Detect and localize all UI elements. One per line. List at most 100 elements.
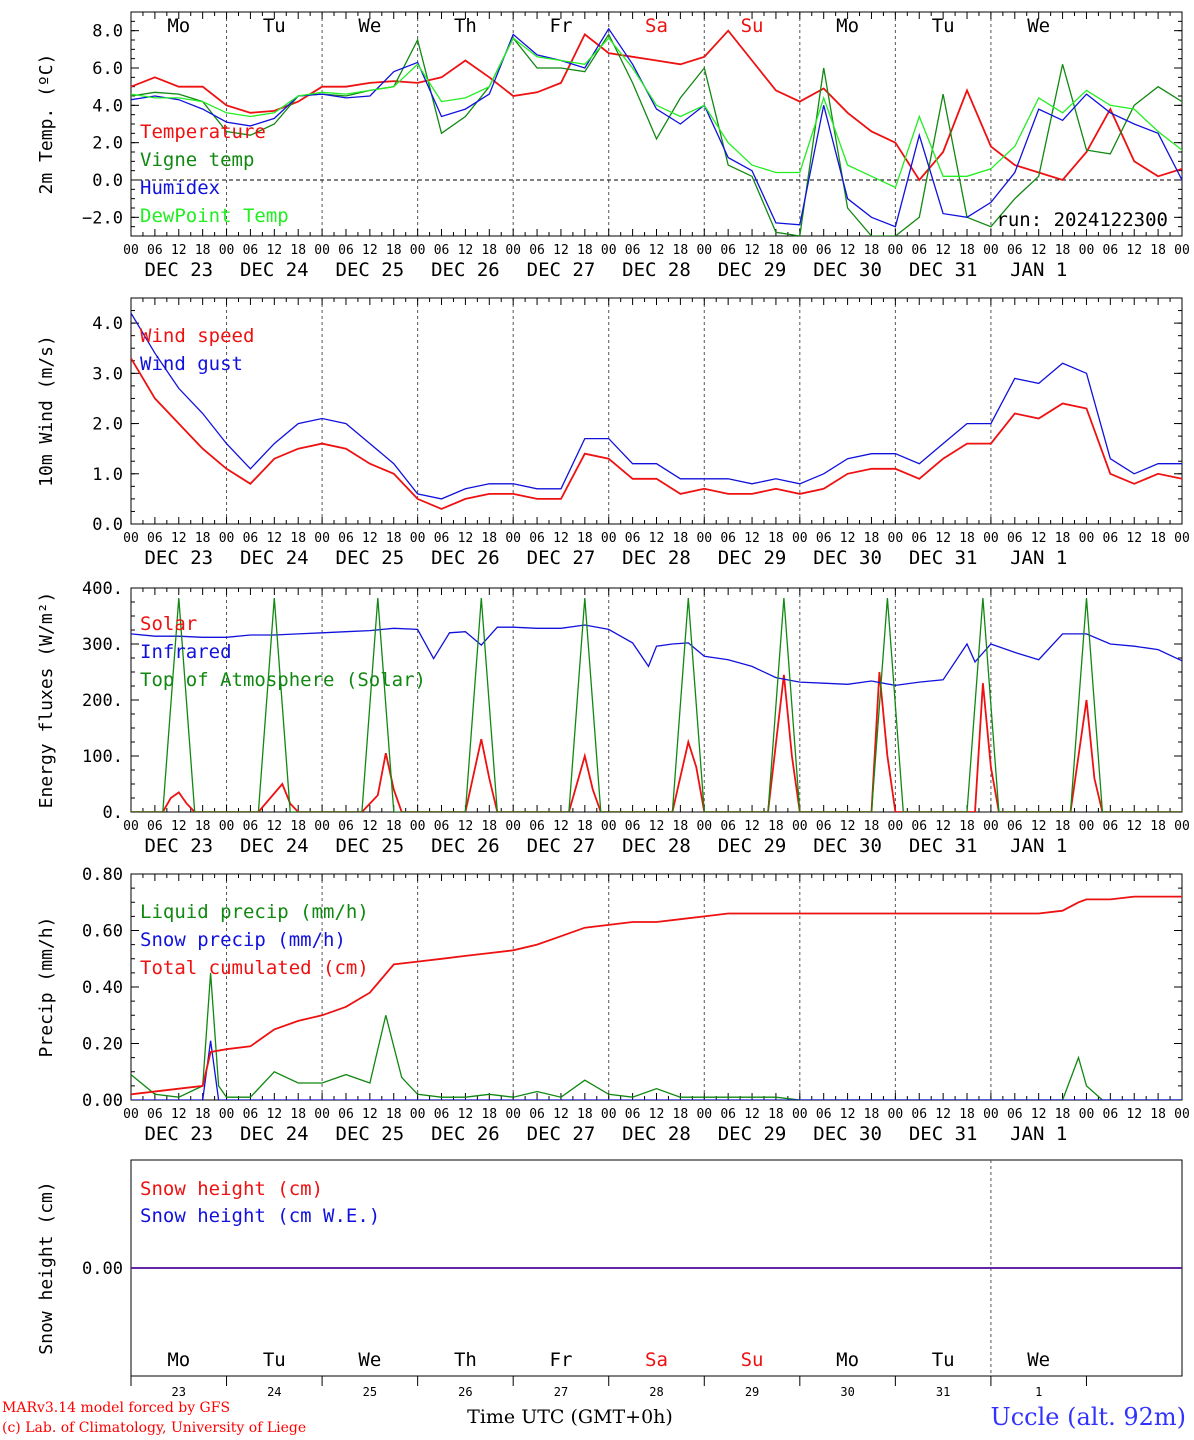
y-tick-label: 4.0	[92, 314, 123, 334]
hour-tick-label: 06	[1007, 819, 1023, 834]
hour-tick-label: 12	[553, 531, 569, 546]
legend-label: Wind gust	[140, 353, 243, 375]
hour-tick-label: 18	[290, 243, 306, 258]
series-line-temperature	[131, 29, 1182, 182]
hour-tick-label: 06	[243, 819, 259, 834]
hour-tick-label: 12	[649, 819, 665, 834]
hour-tick-label: 06	[529, 819, 545, 834]
day-label: DEC 31	[909, 1123, 978, 1145]
weekday-label: Tu	[263, 1349, 286, 1371]
hour-tick-label: 18	[481, 243, 497, 258]
y-tick-label: 3.0	[92, 364, 123, 384]
hour-tick-label: 12	[266, 243, 282, 258]
hour-tick-label: 06	[338, 1107, 354, 1122]
weekday-label: Sa	[645, 1349, 668, 1371]
series-line-solar	[131, 671, 1182, 812]
hour-tick-label: 06	[243, 243, 259, 258]
hour-tick-label: 12	[935, 1107, 951, 1122]
hour-tick-label: 12	[744, 819, 760, 834]
hour-tick-label: 12	[1126, 1107, 1142, 1122]
day-label: DEC 31	[909, 835, 978, 857]
day-label: DEC 28	[622, 835, 691, 857]
hour-tick-label: 12	[1031, 819, 1047, 834]
hour-tick-label: 12	[362, 1107, 378, 1122]
hour-tick-label: 12	[458, 819, 474, 834]
hour-tick-label: 00	[696, 243, 712, 258]
day-label: DEC 26	[431, 547, 500, 569]
y-tick-label: 100.	[82, 747, 123, 767]
hour-tick-label: 12	[458, 1107, 474, 1122]
series-line-liquid-precip-mm-h-	[131, 972, 1182, 1100]
hour-tick-label: 12	[649, 1107, 665, 1122]
day-number: 31	[936, 1385, 950, 1399]
hour-tick-label: 06	[1007, 1107, 1023, 1122]
hour-tick-label: 00	[410, 1107, 426, 1122]
weekday-label: Fr	[550, 1349, 573, 1371]
hour-tick-label: 00	[888, 243, 904, 258]
hour-tick-label: 18	[195, 531, 211, 546]
day-label: DEC 28	[622, 1123, 691, 1145]
hour-tick-label: 06	[434, 1107, 450, 1122]
day-label: DEC 26	[431, 1123, 500, 1145]
hour-tick-label: 12	[649, 243, 665, 258]
y-axis-label: 2m Temp. (ºC)	[36, 54, 57, 195]
hour-tick-label: 18	[1055, 819, 1071, 834]
y-tick-label: 0.80	[82, 865, 123, 885]
hour-tick-label: 12	[744, 531, 760, 546]
day-label: DEC 31	[909, 259, 978, 281]
hour-tick-label: 18	[673, 1107, 689, 1122]
y-tick-label: 0.00	[82, 1091, 123, 1111]
y-tick-label: 1.0	[92, 465, 123, 485]
day-number: 30	[840, 1385, 854, 1399]
y-tick-label: 2.0	[92, 415, 123, 435]
y-tick-label: 0.60	[82, 922, 123, 942]
series-group	[131, 312, 1182, 510]
day-number: 25	[363, 1385, 377, 1399]
hour-tick-label: 06	[338, 243, 354, 258]
day-number: 26	[458, 1385, 472, 1399]
hour-tick-label: 06	[529, 1107, 545, 1122]
hour-tick-label: 00	[410, 531, 426, 546]
hour-tick-label: 18	[386, 243, 402, 258]
hour-tick-label: 00	[696, 819, 712, 834]
hour-tick-label: 18	[673, 819, 689, 834]
hour-tick-label: 18	[864, 819, 880, 834]
hour-tick-label: 12	[1031, 243, 1047, 258]
weekday-label: Th	[454, 15, 477, 37]
hour-tick-label: 00	[505, 531, 521, 546]
hour-tick-label: 18	[195, 243, 211, 258]
hour-tick-label: 06	[338, 819, 354, 834]
day-label: DEC 29	[718, 835, 787, 857]
day-label: DEC 28	[622, 547, 691, 569]
day-label: DEC 25	[336, 835, 405, 857]
hour-tick-label: 12	[458, 243, 474, 258]
hour-tick-label: 18	[673, 531, 689, 546]
hour-tick-label: 18	[577, 1107, 593, 1122]
credit-line-1: MARv3.14 model forced by GFS	[2, 1400, 231, 1416]
hour-tick-label: 12	[840, 531, 856, 546]
day-label: DEC 27	[527, 259, 596, 281]
hour-tick-label: 00	[983, 819, 999, 834]
hour-tick-label: 12	[266, 819, 282, 834]
day-number: 23	[172, 1385, 186, 1399]
hour-tick-label: 12	[840, 1107, 856, 1122]
y-axis-label: Energy fluxes (W/m²)	[36, 592, 57, 809]
day-label: DEC 27	[527, 1123, 596, 1145]
hour-tick-label: 06	[625, 1107, 641, 1122]
hour-tick-label: 18	[577, 243, 593, 258]
hour-tick-label: 12	[744, 1107, 760, 1122]
day-label: DEC 23	[144, 1123, 213, 1145]
hour-tick-label: 18	[481, 1107, 497, 1122]
hour-tick-label: 12	[553, 819, 569, 834]
hour-tick-label: 12	[1031, 1107, 1047, 1122]
hour-tick-label: 18	[290, 531, 306, 546]
hour-tick-label: 00	[1079, 531, 1095, 546]
hour-tick-label: 06	[1103, 531, 1119, 546]
plot-frame	[130, 297, 1183, 525]
hour-tick-label: 06	[816, 243, 832, 258]
legend-label: DewPoint Temp	[140, 205, 289, 227]
series-line-humidex	[131, 27, 1182, 228]
hour-tick-label: 12	[266, 1107, 282, 1122]
series-line-snow-precip-mm-h-	[131, 1040, 1182, 1100]
